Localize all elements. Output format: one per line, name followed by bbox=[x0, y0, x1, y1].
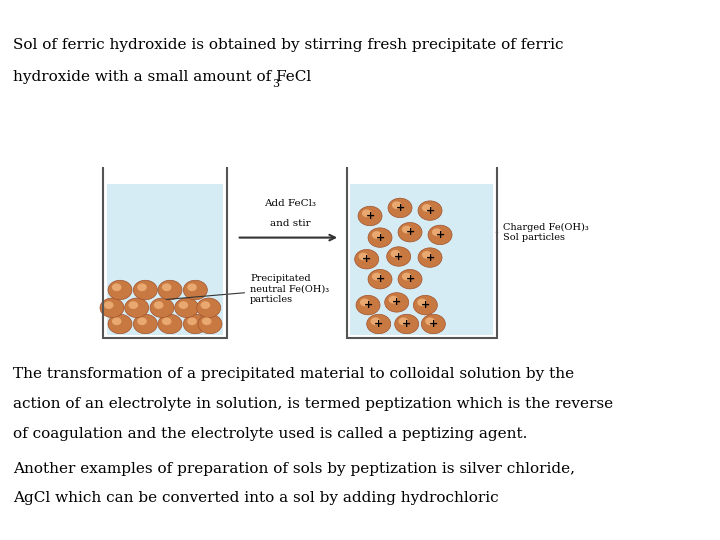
Circle shape bbox=[402, 226, 412, 233]
Circle shape bbox=[202, 318, 212, 325]
Circle shape bbox=[368, 269, 392, 289]
Text: hydroxide with a small amount of FeCl: hydroxide with a small amount of FeCl bbox=[14, 70, 317, 84]
Circle shape bbox=[184, 280, 207, 300]
Circle shape bbox=[138, 284, 147, 291]
Circle shape bbox=[133, 280, 158, 300]
Text: +: + bbox=[374, 319, 383, 329]
Circle shape bbox=[387, 247, 410, 266]
Circle shape bbox=[108, 314, 132, 334]
Text: 3: 3 bbox=[272, 79, 279, 90]
Circle shape bbox=[150, 298, 174, 318]
Circle shape bbox=[138, 318, 147, 325]
Circle shape bbox=[201, 301, 210, 309]
Circle shape bbox=[372, 231, 382, 239]
Circle shape bbox=[104, 301, 114, 309]
Circle shape bbox=[422, 251, 431, 259]
Circle shape bbox=[187, 284, 197, 291]
Circle shape bbox=[426, 318, 435, 325]
Text: +: + bbox=[394, 252, 403, 261]
Circle shape bbox=[388, 198, 412, 218]
Text: +: + bbox=[402, 319, 411, 329]
Circle shape bbox=[428, 225, 452, 245]
Circle shape bbox=[399, 318, 408, 325]
Text: +: + bbox=[366, 211, 374, 221]
Circle shape bbox=[418, 248, 442, 267]
Circle shape bbox=[184, 314, 207, 334]
Circle shape bbox=[418, 201, 442, 220]
Text: +: + bbox=[362, 254, 372, 264]
Circle shape bbox=[395, 314, 419, 334]
Circle shape bbox=[432, 228, 441, 236]
Circle shape bbox=[133, 314, 158, 334]
Text: Sol of ferric hydroxide is obtained by stirring fresh precipitate of ferric: Sol of ferric hydroxide is obtained by s… bbox=[14, 38, 564, 52]
Circle shape bbox=[158, 280, 182, 300]
Circle shape bbox=[358, 206, 382, 226]
Circle shape bbox=[359, 253, 368, 260]
Circle shape bbox=[366, 314, 391, 334]
Circle shape bbox=[129, 301, 138, 309]
Circle shape bbox=[390, 250, 400, 258]
Circle shape bbox=[384, 293, 409, 312]
Text: +: + bbox=[428, 319, 438, 329]
Text: +: + bbox=[395, 203, 405, 213]
Text: of coagulation and the electrolyte used is called a peptizing agent.: of coagulation and the electrolyte used … bbox=[14, 427, 528, 441]
Circle shape bbox=[413, 295, 437, 315]
Circle shape bbox=[162, 284, 171, 291]
Circle shape bbox=[398, 269, 422, 289]
Text: The transformation of a precipitated material to colloidal solution by the: The transformation of a precipitated mat… bbox=[14, 367, 575, 381]
Circle shape bbox=[398, 222, 422, 242]
Text: +: + bbox=[405, 274, 415, 284]
Circle shape bbox=[100, 298, 124, 318]
Circle shape bbox=[125, 298, 148, 318]
Text: +: + bbox=[426, 253, 435, 262]
Text: action of an electrolyte in solution, is termed peptization which is the reverse: action of an electrolyte in solution, is… bbox=[14, 397, 613, 411]
Circle shape bbox=[187, 318, 197, 325]
Text: Add FeCl₃: Add FeCl₃ bbox=[264, 199, 316, 208]
Circle shape bbox=[422, 204, 431, 212]
Circle shape bbox=[402, 273, 412, 280]
Circle shape bbox=[158, 314, 182, 334]
Circle shape bbox=[417, 299, 427, 306]
Circle shape bbox=[154, 301, 163, 309]
Circle shape bbox=[389, 296, 398, 303]
Circle shape bbox=[108, 280, 132, 300]
Text: +: + bbox=[426, 206, 435, 215]
Circle shape bbox=[356, 295, 380, 315]
Text: +: + bbox=[392, 298, 401, 307]
Circle shape bbox=[197, 298, 221, 318]
Text: Precipitated
neutral Fe(OH)₃
particles: Precipitated neutral Fe(OH)₃ particles bbox=[166, 274, 329, 304]
Circle shape bbox=[360, 299, 369, 306]
Text: Charged Fe(OH)₃
Sol particles: Charged Fe(OH)₃ Sol particles bbox=[496, 222, 589, 242]
Circle shape bbox=[372, 273, 382, 280]
Circle shape bbox=[421, 314, 446, 334]
Circle shape bbox=[162, 318, 171, 325]
Polygon shape bbox=[350, 184, 493, 335]
Circle shape bbox=[112, 318, 122, 325]
Circle shape bbox=[355, 249, 379, 269]
Circle shape bbox=[368, 228, 392, 247]
Circle shape bbox=[112, 284, 122, 291]
Circle shape bbox=[392, 201, 402, 209]
Circle shape bbox=[362, 210, 372, 217]
Text: +: + bbox=[375, 274, 384, 284]
Text: +: + bbox=[420, 300, 430, 310]
Text: +: + bbox=[364, 300, 373, 310]
Circle shape bbox=[175, 298, 199, 318]
Text: Another examples of preparation of sols by peptization is silver chloride,: Another examples of preparation of sols … bbox=[14, 462, 575, 476]
Circle shape bbox=[371, 318, 380, 325]
Circle shape bbox=[179, 301, 188, 309]
Text: +: + bbox=[405, 227, 415, 237]
Polygon shape bbox=[107, 184, 223, 335]
Text: +: + bbox=[375, 233, 384, 242]
Text: AgCl which can be converted into a sol by adding hydrochloric: AgCl which can be converted into a sol b… bbox=[14, 491, 499, 505]
Text: +: + bbox=[436, 230, 445, 240]
Circle shape bbox=[198, 314, 222, 334]
Text: and stir: and stir bbox=[270, 219, 310, 228]
